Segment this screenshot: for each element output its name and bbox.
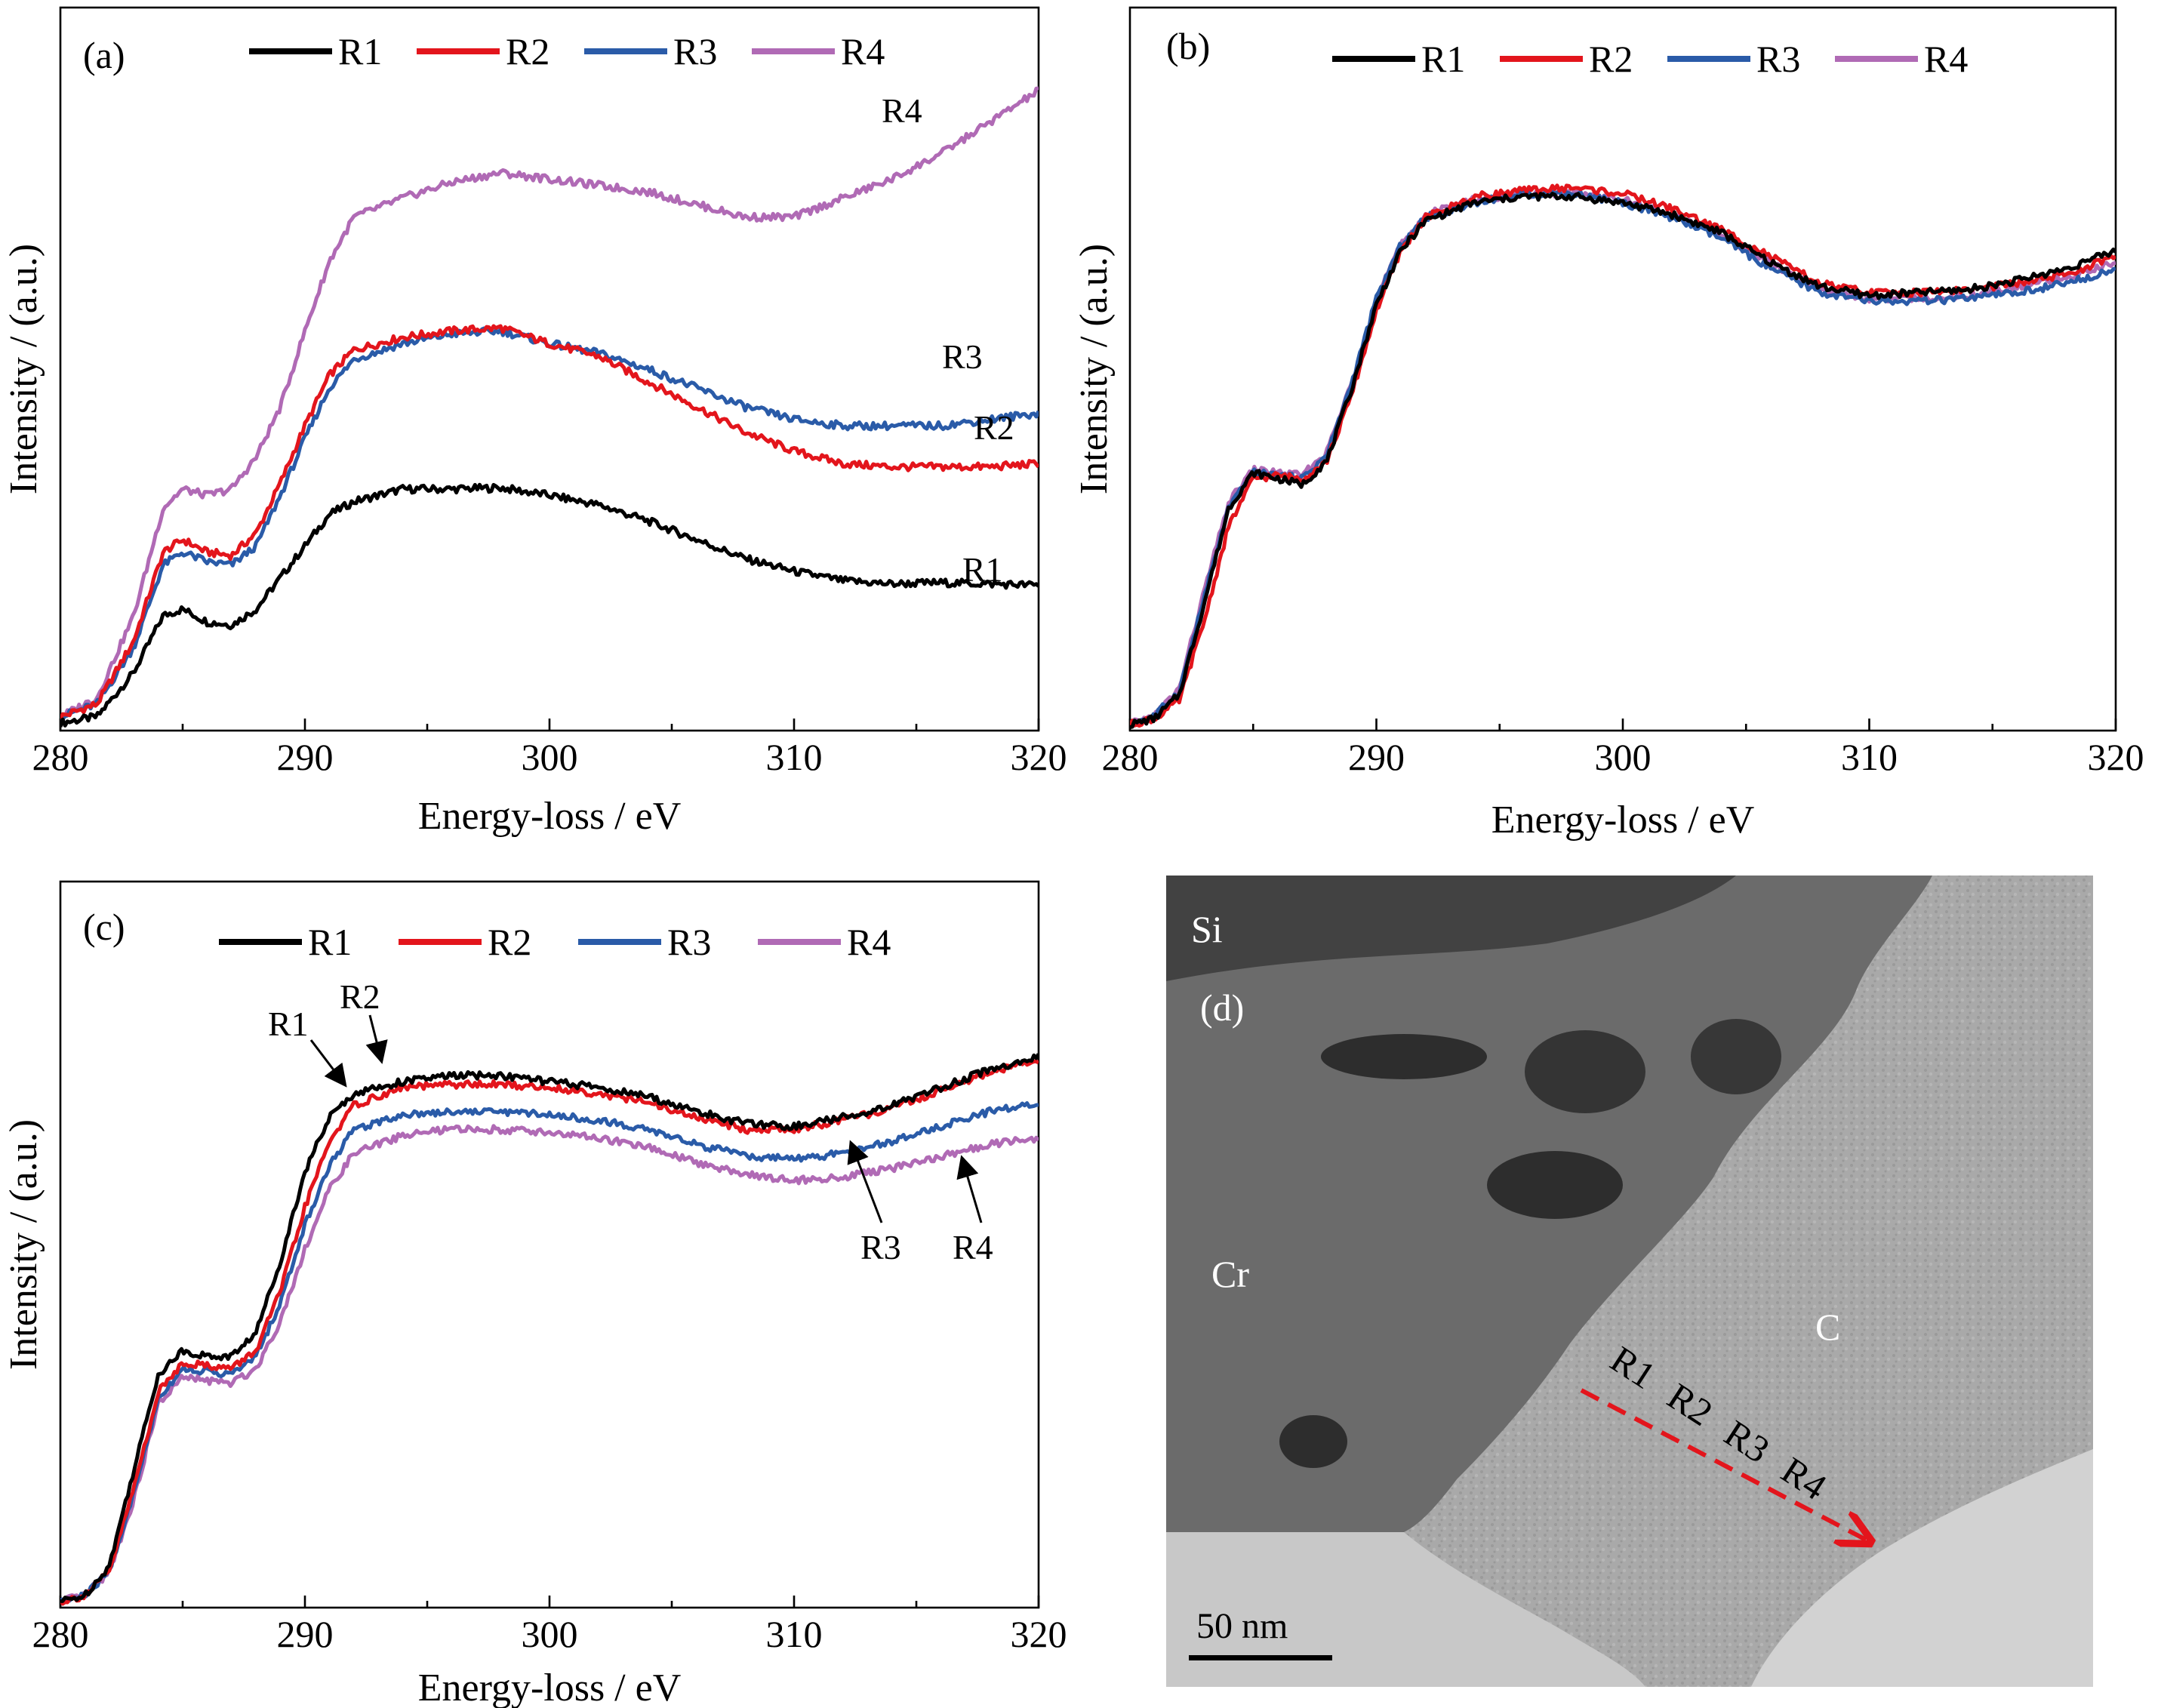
- panel-tag: (a): [83, 34, 125, 76]
- x-tick-label: 300: [1595, 736, 1652, 778]
- series-line-r3: [1130, 189, 2116, 728]
- series-line-r2: [1130, 183, 2116, 728]
- curve-label-r2: R2: [340, 977, 380, 1016]
- x-tick-label: 300: [522, 1613, 578, 1655]
- series-line-r2: [60, 1059, 1039, 1606]
- x-axis-title: Energy-loss / eV: [418, 795, 682, 838]
- legend: R1 R2 R3 R4: [249, 30, 885, 72]
- curve-label-r4: R4: [953, 1228, 993, 1266]
- series-line-r4: [1130, 188, 2116, 725]
- x-ticks: 280 290 300 310 320: [32, 1596, 1067, 1655]
- arrow-r1: [309, 1039, 347, 1088]
- x-tick-label: 290: [277, 736, 334, 778]
- panel-tag: (b): [1166, 25, 1210, 67]
- legend-label: R3: [673, 30, 717, 72]
- arrow-r3: [847, 1140, 883, 1223]
- curve-label-r1: R1: [268, 1005, 309, 1043]
- legend: R1 R2 R3 R4: [219, 921, 891, 963]
- panel-tag: (c): [83, 906, 125, 948]
- x-tick-label: 320: [1011, 736, 1067, 778]
- legend-label: R2: [1589, 38, 1633, 80]
- curve-label-r1: R1: [962, 550, 1003, 589]
- dark-grain: [1279, 1415, 1347, 1468]
- chart-panel-c: 280 290 300 310 320 (c) R1 R2 R3 R4 R1 R2 R3 R4…: [2, 880, 1067, 1708]
- y-axis-title: Intensity / (a.u.): [2, 244, 45, 494]
- vacuum-region: [1166, 1532, 1645, 1687]
- legend-label: R4: [847, 921, 891, 963]
- dark-grain: [1525, 1030, 1645, 1113]
- series-line-r2: [60, 324, 1039, 720]
- legend-label: R2: [506, 30, 549, 72]
- x-tick-label: 320: [1011, 1613, 1067, 1655]
- series-group: [60, 1053, 1039, 1606]
- series-line-r1: [60, 482, 1039, 728]
- x-tick-label: 320: [2088, 736, 2144, 778]
- curve-label-r3: R3: [860, 1228, 901, 1266]
- legend-label: R4: [841, 30, 885, 72]
- scale-bar: [1189, 1655, 1332, 1660]
- x-tick-label: 280: [32, 736, 89, 778]
- label-c: C: [1815, 1306, 1840, 1348]
- series-line-r3: [60, 1101, 1039, 1605]
- arrow-r4: [956, 1155, 983, 1223]
- x-tick-label: 310: [766, 736, 823, 778]
- dark-grain: [1321, 1034, 1487, 1079]
- silicon-region: [1166, 876, 1736, 981]
- x-axis-title: Energy-loss / eV: [1491, 799, 1755, 842]
- tem-micrograph: Si (d) Cr C R1 R2 R3 R4 50 nm: [1166, 876, 2093, 1687]
- curve-label-r3: R3: [942, 337, 983, 376]
- dark-grain: [1487, 1151, 1623, 1219]
- x-tick-label: 310: [766, 1613, 823, 1655]
- x-ticks: 280 290 300 310 320: [32, 719, 1067, 778]
- series-line-r1: [60, 1053, 1039, 1604]
- label-si: Si: [1191, 908, 1223, 950]
- label-cr: Cr: [1211, 1253, 1249, 1295]
- plot-frame: [1128, 6, 2117, 732]
- x-tick-label: 300: [522, 736, 578, 778]
- dark-grain: [1691, 1019, 1781, 1094]
- curve-label-r2: R2: [974, 408, 1014, 447]
- x-tick-label: 290: [1348, 736, 1405, 778]
- x-ticks: 280 290 300 310 320: [1102, 719, 2144, 778]
- legend-label: R4: [1924, 38, 1968, 80]
- legend-label: R2: [488, 921, 531, 963]
- series-line-r4: [60, 1124, 1039, 1602]
- series-line-r1: [1130, 192, 2116, 730]
- curve-label-r4: R4: [882, 91, 922, 130]
- legend-label: R3: [1756, 38, 1800, 80]
- x-axis-title: Energy-loss / eV: [418, 1666, 682, 1708]
- legend-label: R3: [667, 921, 711, 963]
- vacuum-region: [1751, 1449, 2093, 1687]
- legend-label: R1: [308, 921, 352, 963]
- legend-label: R1: [338, 30, 382, 72]
- x-tick-label: 280: [32, 1613, 89, 1655]
- panel-tag: (d): [1200, 986, 1244, 1029]
- y-axis-title: Intensity / (a.u.): [1073, 244, 1116, 494]
- x-tick-label: 310: [1841, 736, 1898, 778]
- chart-panel-a: 280 290 300 310 320 (a) R1 R2 R3 R4 R4 R3 R2 R1…: [2, 6, 1067, 838]
- x-tick-label: 290: [277, 1613, 334, 1655]
- series-line-r4: [60, 86, 1039, 720]
- series-line-r3: [60, 326, 1039, 722]
- arrow-r2: [365, 1014, 388, 1064]
- scale-bar-label: 50 nm: [1196, 1606, 1288, 1646]
- x-tick-label: 280: [1102, 736, 1159, 778]
- series-group: [1130, 183, 2116, 730]
- series-group: [60, 86, 1039, 728]
- y-axis-title: Intensity / (a.u.): [2, 1119, 45, 1370]
- chart-panel-b: 280 290 300 310 320 (b) R1 R2 R3 R4 Energy-loss…: [1073, 6, 2144, 842]
- legend-label: R1: [1421, 38, 1465, 80]
- legend: R1 R2 R3 R4: [1332, 38, 1968, 80]
- line-scan-arrow: [1580, 1388, 1866, 1540]
